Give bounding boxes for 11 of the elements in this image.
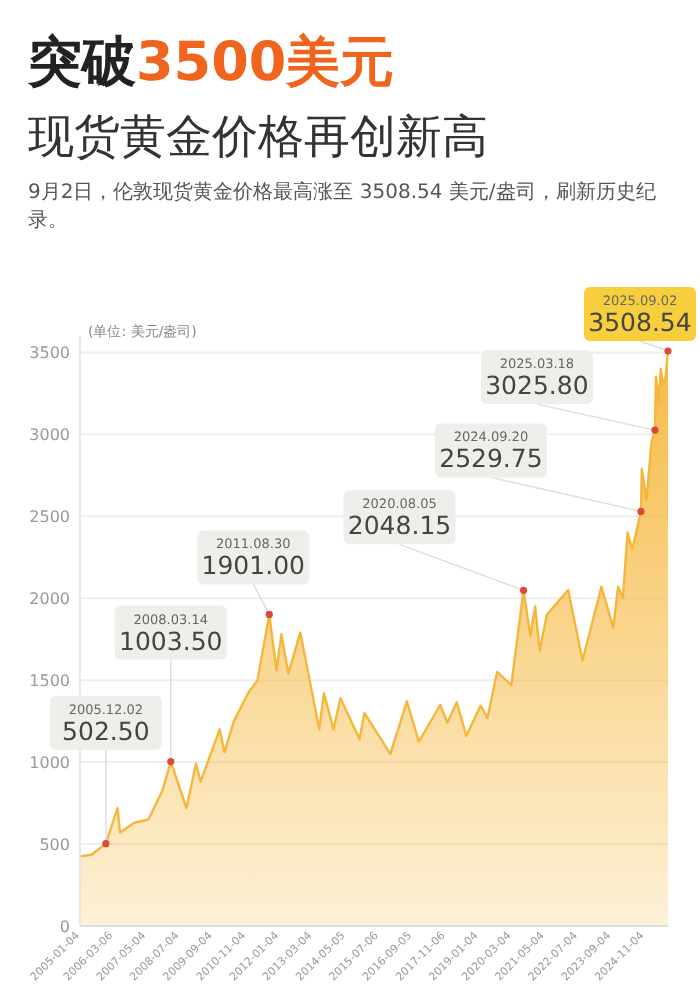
- y-tick-label: 1000: [29, 754, 70, 773]
- y-tick-label: 0: [59, 918, 70, 936]
- y-tick-label: 3000: [29, 426, 70, 445]
- y-tick-label: 500: [39, 836, 70, 855]
- y-tick-label: 1500: [29, 672, 70, 691]
- y-tick-label: 2000: [29, 590, 70, 609]
- y-tick-label: 3500: [29, 344, 70, 363]
- chart-title: 突破3500美元: [26, 32, 395, 94]
- text: 9月2日，伦敦现货黄金价格最高涨至 3508.54 美元/盎司，刷新历史纪录。: [28, 180, 658, 236]
- y-tick-label: 2500: [29, 508, 70, 527]
- chart-subtitle: 现货黄金价格再创新高: [28, 112, 488, 164]
